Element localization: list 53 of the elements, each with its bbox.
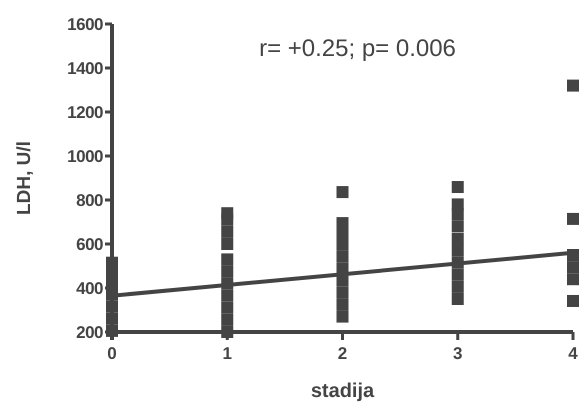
x-axis-title: stadija xyxy=(310,380,376,402)
point xyxy=(452,280,464,293)
point xyxy=(106,288,118,301)
point xyxy=(221,226,234,238)
y-tick-label: 1200 xyxy=(67,102,104,122)
y-tick-label: 400 xyxy=(76,278,104,298)
annotation: r= +0.25; p= 0.006 xyxy=(259,35,456,62)
point xyxy=(221,253,234,266)
x-tick-label: 4 xyxy=(568,344,578,363)
point xyxy=(221,290,234,302)
point xyxy=(452,256,464,269)
y-tick-label: 200 xyxy=(76,322,104,342)
x-tick-label: 2 xyxy=(338,344,348,363)
y-tick-label: 800 xyxy=(76,190,104,210)
point xyxy=(336,310,348,323)
point xyxy=(336,250,348,262)
point xyxy=(336,238,348,250)
point xyxy=(452,293,464,305)
point xyxy=(567,249,579,261)
y-tick-label: 1000 xyxy=(67,146,104,166)
point xyxy=(452,198,464,210)
x-tick-label: 0 xyxy=(107,344,117,363)
point xyxy=(567,212,579,225)
point xyxy=(452,232,464,245)
point xyxy=(336,298,348,310)
y-tick-label: 600 xyxy=(76,234,104,254)
y-axis-title: LDH, U/l xyxy=(14,141,35,215)
point xyxy=(106,312,118,325)
point xyxy=(221,238,234,250)
x-tick-label: 3 xyxy=(453,344,462,363)
point xyxy=(336,274,348,286)
y-tick-label: 1600 xyxy=(67,14,104,34)
point xyxy=(336,262,348,274)
point xyxy=(336,286,348,298)
point xyxy=(567,273,579,286)
point xyxy=(221,266,234,278)
point xyxy=(221,278,234,290)
point xyxy=(106,256,118,269)
point xyxy=(567,80,579,92)
point xyxy=(452,220,464,232)
point xyxy=(221,314,234,326)
point xyxy=(452,268,464,281)
point xyxy=(452,244,464,257)
point xyxy=(221,207,234,220)
point xyxy=(221,326,234,338)
point xyxy=(567,261,579,274)
point xyxy=(567,294,579,307)
point xyxy=(221,302,234,314)
point xyxy=(452,181,464,194)
y-tick-label: 1400 xyxy=(67,58,104,78)
x-tick-label: 1 xyxy=(222,344,232,363)
point xyxy=(336,186,348,198)
point xyxy=(106,300,118,313)
